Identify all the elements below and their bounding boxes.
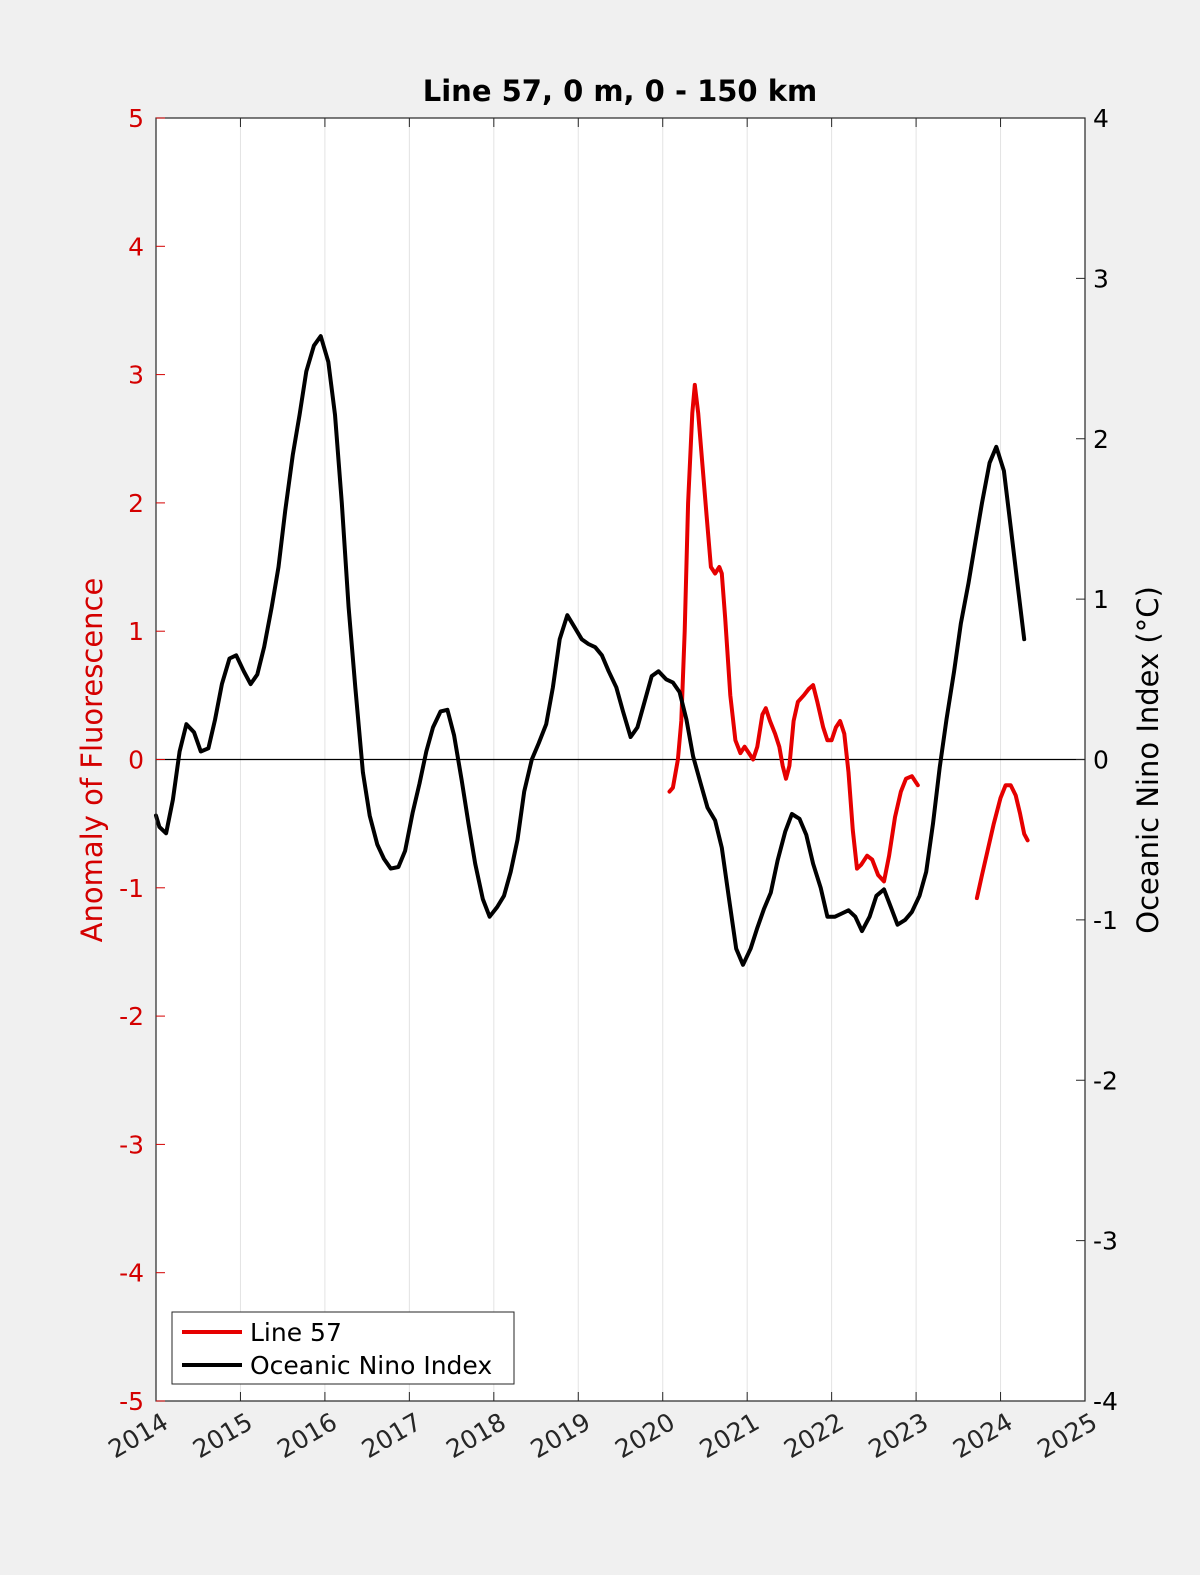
legend-label-line57: Line 57 <box>250 1318 342 1347</box>
series-line-line57-segment-1 <box>974 783 1030 901</box>
y-right-tick-label--1: -1 <box>1093 906 1118 935</box>
y-right-tick-label--3: -3 <box>1093 1227 1118 1256</box>
legend-box <box>171 1311 515 1385</box>
y-left-tick-label--3: -3 <box>119 1130 144 1159</box>
y-right-tick-label-1: 1 <box>1093 585 1109 614</box>
y-left-tick-label-2: 2 <box>128 489 144 518</box>
y-left-tick-label-0: 0 <box>128 746 144 775</box>
y-axis-right-label: Oceanic Nino Index (°C) <box>1131 586 1165 934</box>
y-left-tick-label--5: -5 <box>119 1387 144 1416</box>
y-right-tick-label-0: 0 <box>1093 746 1109 775</box>
y-left-tick-label--1: -1 <box>119 874 144 903</box>
legend: Line 57 Oceanic Nino Index <box>171 1311 515 1385</box>
legend-label-oni: Oceanic Nino Index <box>250 1351 492 1380</box>
y-left-tick-label--4: -4 <box>119 1259 144 1288</box>
y-axis-left-label: Anomaly of Fluorescence <box>75 578 109 943</box>
y-right-tick-label-4: 4 <box>1093 104 1109 133</box>
y-right-tick-label-3: 3 <box>1093 264 1109 293</box>
y-left-tick-label-4: 4 <box>128 232 144 261</box>
y-right-tick-label--2: -2 <box>1093 1066 1118 1095</box>
series-lines <box>154 334 1030 967</box>
y-right-tick-label-2: 2 <box>1093 425 1109 454</box>
series-line-oni-segment-0 <box>154 334 1027 967</box>
y-left-tick-label-3: 3 <box>128 361 144 390</box>
y-left-tick-label--2: -2 <box>119 1002 144 1031</box>
chart-title: Line 57, 0 m, 0 - 150 km <box>423 74 817 108</box>
y-right-tick-label--4: -4 <box>1093 1387 1118 1416</box>
y-left-tick-label-5: 5 <box>128 104 144 133</box>
series-line-line57-segment-0 <box>667 382 920 884</box>
y-left-tick-label-1: 1 <box>128 617 144 646</box>
